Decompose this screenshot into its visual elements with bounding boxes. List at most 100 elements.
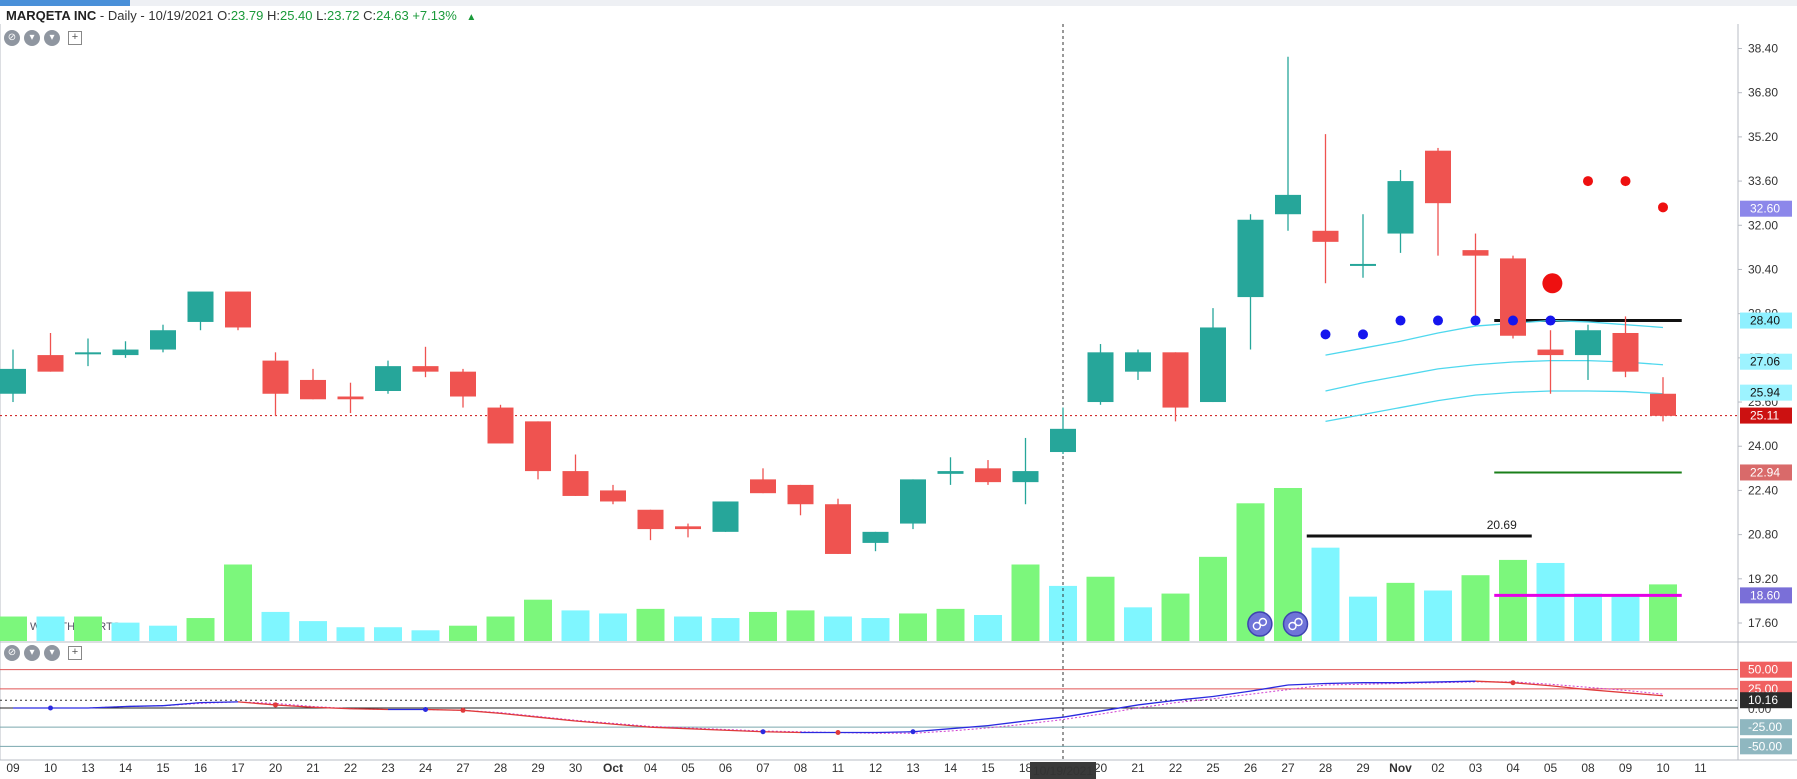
price-tick-label: 17.60 [1748,616,1778,630]
candle-body [1425,150,1451,204]
band-line-middle [1325,359,1664,392]
price-tick-label: 20.80 [1748,528,1778,542]
level-label: 20.69 [1487,518,1517,532]
oscillator-menu-icon[interactable]: ▾ [44,645,60,661]
oscillator-main-segment [1400,681,1439,684]
volume-bar [1461,575,1490,641]
oscillator-main-segment [762,731,801,734]
red-signal-dot [1583,176,1593,187]
blue-signal-dot [1508,315,1518,326]
candle-body [487,407,514,444]
high-value: 25.40 [279,8,313,23]
date-tick-label: 23 [381,761,395,775]
date-tick-label: 20 [1094,761,1108,775]
oscillator-main-segment [1025,716,1064,722]
hide-pane-icon[interactable]: ⊘ [4,30,20,46]
oscillator-main-segment [1587,688,1626,694]
oscillator-main-segment [650,726,689,730]
oscillator-main-segment [537,716,576,722]
oscillator-main-segment [462,709,501,715]
price-tag-bg [1740,200,1792,217]
oscillator-marker [48,705,53,711]
candle-body [787,484,814,505]
volume-bar [674,616,702,641]
volume-bar [711,618,740,641]
symbol-name: MARQETA INC [6,8,97,23]
oscillator-main-segment [1062,710,1101,718]
volume-bar [599,613,627,641]
price-tag-bg [1740,353,1792,370]
collapse-oscillator-icon[interactable]: ▾ [24,645,40,661]
date-tick-label: 15 [981,761,995,775]
candle-body [150,330,176,350]
price-tags: 28.40 22.94 18.60 32.60 27.06 25.94 25.11 [1740,200,1792,604]
candle-body [1050,428,1076,453]
add-indicator-icon[interactable]: + [68,31,82,45]
date-tick-label: 27 [456,761,470,775]
candle-body [412,366,439,372]
band-lines [1325,319,1664,423]
date-tick-label: 21 [1131,761,1145,775]
volume-bar [36,616,65,641]
volume-bar [1086,576,1115,641]
main-pane-controls: ⊘ ▾ ▾ + [4,30,82,46]
volume-bar [186,618,215,641]
candle-body [1012,471,1039,483]
date-tick-label: 16 [194,761,208,775]
hide-oscillator-icon[interactable]: ⊘ [4,645,20,661]
date-tick-label: 18 [1019,761,1033,775]
pane-menu-icon[interactable]: ▾ [44,30,60,46]
candle-body [1162,352,1189,408]
volume-bar [374,627,402,641]
date-tick-label: 10 [44,761,58,775]
low-label: L: [316,8,327,23]
collapse-pane-icon[interactable]: ▾ [24,30,40,46]
blue-signal-dot [1470,315,1481,326]
level-lines [0,24,1738,760]
volume-bar [1011,564,1040,641]
date-tick-label: 10 [1656,761,1670,775]
date-tick-label: Oct [603,761,623,775]
oscillator-marker [273,702,278,708]
close-label: C: [363,8,377,23]
link-tool-ring [1258,617,1268,627]
open-label: O: [217,8,231,23]
band-line-lower [1325,390,1664,423]
oscillator-level-tag-bg [1740,719,1792,736]
candle-body [375,366,401,391]
price-tag: 27.06 [1750,355,1780,369]
large-red-signal-dot [1542,273,1563,294]
volume-bar [1386,582,1415,641]
oscillator-level-tag-bg [1740,661,1792,678]
oscillator-marker [835,730,841,736]
candle-body [262,360,289,394]
volume-bar [449,625,477,641]
candle-body [600,490,626,502]
oscillator-main-segment [237,701,276,706]
candle-body [1612,332,1639,372]
price-tick-label: 24.00 [1748,439,1778,453]
date-tick-label: 22 [344,761,358,775]
oscillator-marker [1510,680,1516,686]
add-oscillator-icon[interactable]: + [68,646,82,660]
date-tick-label: 29 [1356,761,1370,775]
candle-body [187,291,214,322]
date-tick-label: Nov [1389,761,1412,775]
volume-bar [74,616,102,641]
date-tick-label: 21 [306,761,320,775]
candle-body [37,355,64,372]
crosshair-date-bg [1030,762,1096,779]
link-tool-ring [1288,621,1297,631]
volume-bar [1124,607,1152,641]
active-tab-indicator[interactable] [0,0,130,6]
candle-body [1275,194,1301,215]
volume-bar [786,610,815,641]
volume-bar [336,627,365,641]
candle-body [112,349,139,356]
date-tick-label: 13 [906,761,920,775]
date-tick-label: 05 [1544,761,1558,775]
candle-body [975,468,1001,483]
price-tick-label: 35.20 [1748,130,1778,144]
